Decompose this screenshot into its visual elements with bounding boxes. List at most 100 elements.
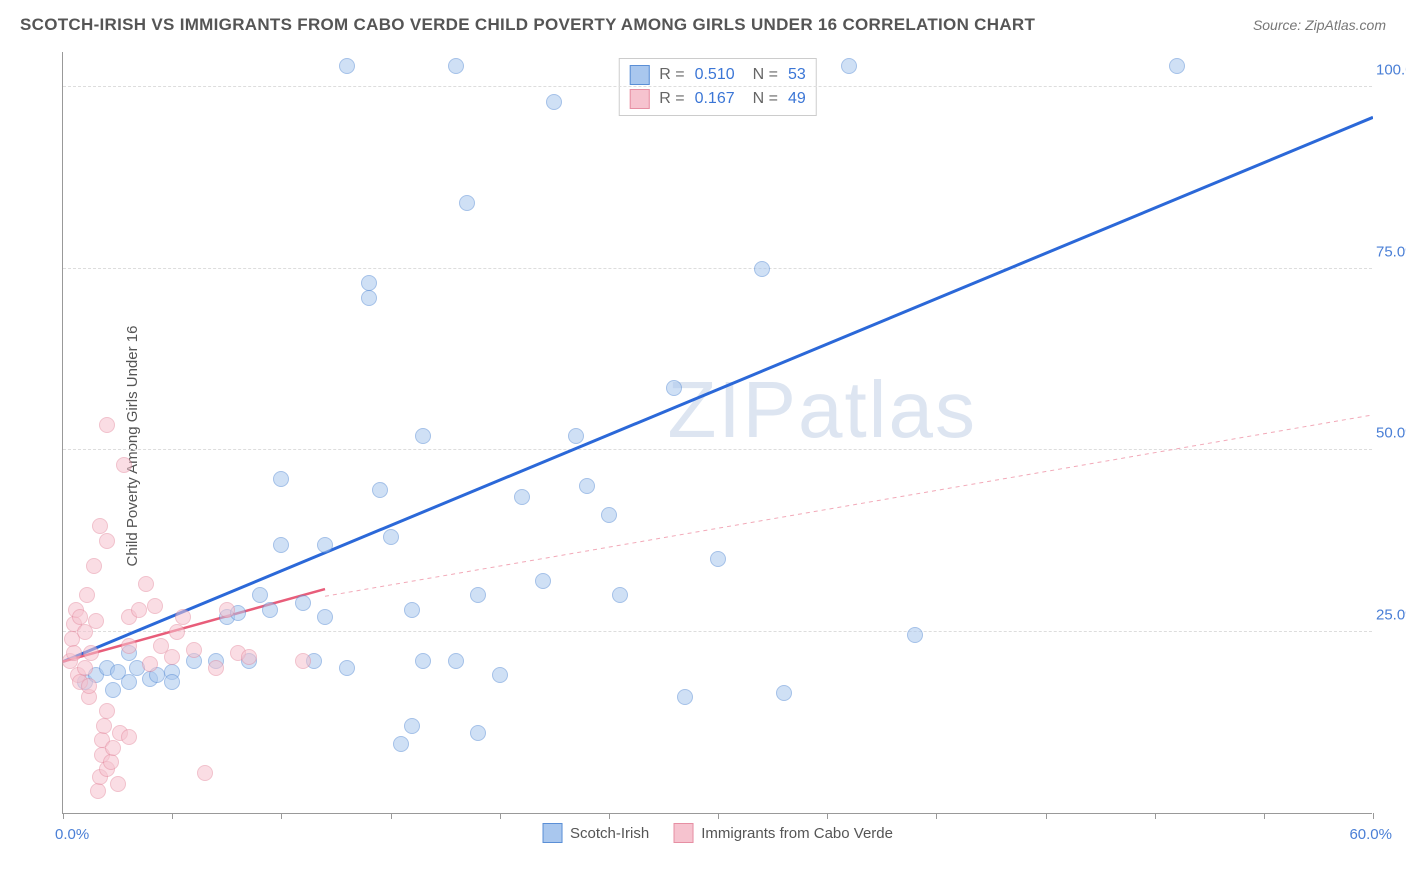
data-point bbox=[79, 587, 95, 603]
gridline-h bbox=[63, 86, 1372, 87]
x-tick bbox=[500, 813, 501, 819]
data-point bbox=[415, 428, 431, 444]
x-tick bbox=[718, 813, 719, 819]
data-point bbox=[77, 660, 93, 676]
data-point bbox=[103, 754, 119, 770]
r-value: 0.167 bbox=[695, 90, 735, 108]
x-tick bbox=[391, 813, 392, 819]
data-point bbox=[295, 595, 311, 611]
data-point bbox=[601, 507, 617, 523]
data-point bbox=[81, 678, 97, 694]
data-point bbox=[448, 58, 464, 74]
n-value: 49 bbox=[788, 90, 806, 108]
legend-top-row: R = 0.167 N = 49 bbox=[629, 87, 806, 111]
data-point bbox=[99, 703, 115, 719]
data-point bbox=[776, 685, 792, 701]
gridline-h bbox=[63, 268, 1372, 269]
r-label: R = bbox=[659, 90, 684, 108]
data-point bbox=[110, 776, 126, 792]
data-point bbox=[138, 576, 154, 592]
y-tick-label: 75.0% bbox=[1376, 243, 1406, 260]
data-point bbox=[841, 58, 857, 74]
data-point bbox=[317, 609, 333, 625]
data-point bbox=[470, 725, 486, 741]
x-tick bbox=[63, 813, 64, 819]
gridline-h bbox=[63, 449, 1372, 450]
data-point bbox=[99, 417, 115, 433]
x-tick bbox=[1155, 813, 1156, 819]
data-point bbox=[383, 529, 399, 545]
r-label: R = bbox=[659, 66, 684, 84]
data-point bbox=[448, 653, 464, 669]
data-point bbox=[470, 587, 486, 603]
r-value: 0.510 bbox=[695, 66, 735, 84]
y-tick-label: 25.0% bbox=[1376, 606, 1406, 623]
watermark-bold: ZIP bbox=[668, 365, 798, 454]
trend-line bbox=[325, 415, 1373, 596]
data-point bbox=[241, 649, 257, 665]
x-origin-label: 0.0% bbox=[55, 826, 89, 843]
data-point bbox=[66, 645, 82, 661]
data-point bbox=[666, 380, 682, 396]
legend-bottom-item: Scotch-Irish bbox=[542, 823, 649, 843]
legend-swatch bbox=[542, 823, 562, 843]
legend-bottom-item: Immigrants from Cabo Verde bbox=[673, 823, 893, 843]
data-point bbox=[121, 674, 137, 690]
n-label: N = bbox=[753, 90, 778, 108]
data-point bbox=[459, 195, 475, 211]
legend-swatch bbox=[629, 65, 649, 85]
y-tick-label: 50.0% bbox=[1376, 425, 1406, 442]
data-point bbox=[131, 602, 147, 618]
n-value: 53 bbox=[788, 66, 806, 84]
data-point bbox=[535, 573, 551, 589]
data-point bbox=[96, 718, 112, 734]
x-tick bbox=[609, 813, 610, 819]
trend-line bbox=[63, 117, 1373, 661]
data-point bbox=[546, 94, 562, 110]
data-point bbox=[88, 613, 104, 629]
data-point bbox=[105, 682, 121, 698]
plot-area: ZIPatlas R =0.510N =53R =0.167N =49 Scot… bbox=[62, 52, 1372, 814]
data-point bbox=[83, 645, 99, 661]
x-tick bbox=[936, 813, 937, 819]
x-tick bbox=[1046, 813, 1047, 819]
data-point bbox=[164, 674, 180, 690]
data-point bbox=[147, 598, 163, 614]
x-max-label: 60.0% bbox=[1349, 826, 1392, 843]
data-point bbox=[710, 551, 726, 567]
data-point bbox=[197, 765, 213, 781]
gridline-h bbox=[63, 631, 1372, 632]
watermark-thin: atlas bbox=[798, 365, 977, 454]
data-point bbox=[295, 653, 311, 669]
data-point bbox=[393, 736, 409, 752]
legend-swatch bbox=[673, 823, 693, 843]
data-point bbox=[169, 624, 185, 640]
data-point bbox=[273, 537, 289, 553]
data-point bbox=[121, 729, 137, 745]
data-point bbox=[72, 609, 88, 625]
data-point bbox=[361, 275, 377, 291]
x-tick bbox=[281, 813, 282, 819]
data-point bbox=[252, 587, 268, 603]
data-point bbox=[90, 783, 106, 799]
data-point bbox=[404, 718, 420, 734]
data-point bbox=[754, 261, 770, 277]
data-point bbox=[677, 689, 693, 705]
chart-title: SCOTCH-IRISH VS IMMIGRANTS FROM CABO VER… bbox=[20, 15, 1035, 35]
n-label: N = bbox=[753, 66, 778, 84]
watermark: ZIPatlas bbox=[668, 364, 977, 456]
data-point bbox=[164, 649, 180, 665]
data-point bbox=[907, 627, 923, 643]
data-point bbox=[579, 478, 595, 494]
x-tick bbox=[827, 813, 828, 819]
data-point bbox=[492, 667, 508, 683]
legend-label: Immigrants from Cabo Verde bbox=[701, 825, 893, 842]
data-point bbox=[568, 428, 584, 444]
data-point bbox=[361, 290, 377, 306]
data-point bbox=[175, 609, 191, 625]
data-point bbox=[116, 457, 132, 473]
data-point bbox=[208, 660, 224, 676]
data-point bbox=[99, 533, 115, 549]
legend-top-row: R = 0.510 N = 53 bbox=[629, 63, 806, 87]
x-tick bbox=[1264, 813, 1265, 819]
